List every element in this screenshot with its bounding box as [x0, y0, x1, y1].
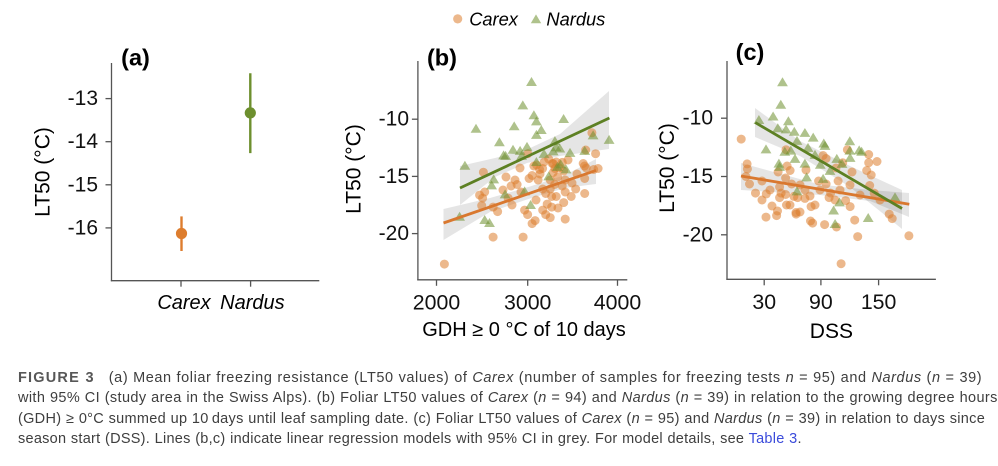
svg-text:GDH ≥ 0 °C of 10 days: GDH ≥ 0 °C of 10 days: [422, 319, 626, 341]
svg-text:(b): (b): [427, 45, 457, 71]
svg-text:4000: 4000: [594, 291, 642, 315]
svg-text:LT50 (°C): LT50 (°C): [656, 123, 679, 213]
svg-text:Nardus: Nardus: [220, 292, 284, 314]
svg-text:-15: -15: [683, 165, 713, 188]
svg-text:30: 30: [752, 290, 776, 314]
svg-text:Nardus: Nardus: [546, 8, 605, 29]
svg-text:-15: -15: [379, 165, 409, 188]
svg-text:Carex: Carex: [157, 292, 211, 314]
svg-text:-20: -20: [683, 223, 713, 246]
svg-text:Carex: Carex: [469, 8, 519, 29]
svg-text:-10: -10: [683, 107, 713, 130]
svg-text:90: 90: [809, 290, 833, 314]
svg-text:DSS: DSS: [810, 320, 853, 343]
svg-text:-13: -13: [68, 87, 98, 110]
svg-text:(c): (c): [736, 39, 765, 65]
svg-text:-16: -16: [68, 216, 98, 239]
svg-text:-10: -10: [379, 108, 409, 131]
svg-text:3000: 3000: [504, 291, 552, 315]
svg-text:LT50 (°C): LT50 (°C): [32, 127, 55, 217]
svg-text:-20: -20: [379, 222, 409, 245]
svg-text:-15: -15: [68, 173, 98, 196]
svg-text:-14: -14: [68, 130, 99, 153]
svg-text:(a): (a): [121, 45, 150, 71]
svg-text:2000: 2000: [413, 291, 461, 315]
svg-text:150: 150: [861, 290, 897, 314]
svg-text:LT50 (°C): LT50 (°C): [343, 124, 366, 214]
